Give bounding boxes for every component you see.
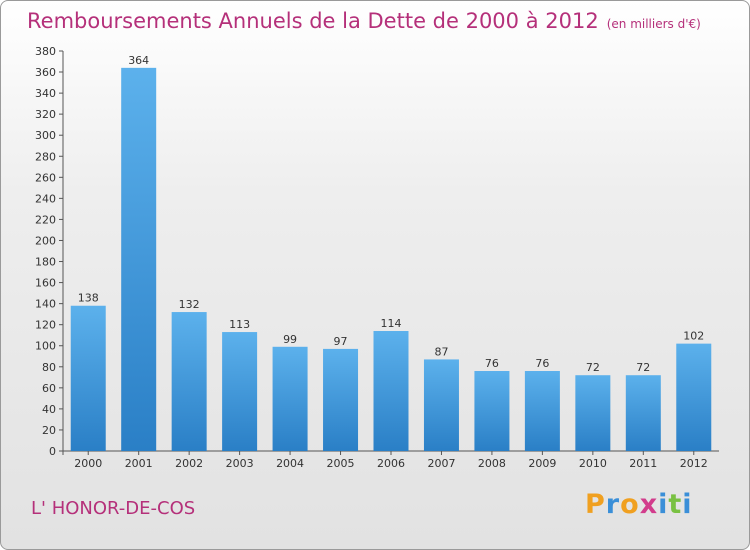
bar [70, 305, 106, 451]
x-tick-label: 2012 [680, 457, 708, 470]
x-tick-label: 2007 [427, 457, 455, 470]
y-tick-label: 160 [35, 277, 56, 290]
x-tick-label: 2009 [528, 457, 556, 470]
town-name: L' HONOR-DE-COS [31, 498, 196, 519]
x-tick-label: 2011 [629, 457, 657, 470]
y-tick-label: 140 [35, 298, 56, 311]
x-tick-label: 2010 [579, 457, 607, 470]
logo-letter: t [668, 489, 683, 520]
y-tick-label: 0 [49, 445, 56, 458]
y-tick-label: 120 [35, 319, 56, 332]
y-tick-label: 380 [35, 45, 56, 58]
logo-letter: x [639, 489, 659, 520]
data-label: 364 [128, 54, 149, 67]
x-tick-label: 2001 [125, 457, 153, 470]
logo-letter: P [585, 489, 606, 520]
x-tick-label: 2005 [327, 457, 355, 470]
logo-letter: i [682, 489, 693, 520]
bar [676, 343, 712, 451]
x-tick-label: 2006 [377, 457, 405, 470]
y-tick-label: 20 [42, 424, 56, 437]
bar [171, 312, 207, 451]
bar [323, 348, 359, 451]
title-text: Remboursements Annuels de la Dette de 20… [27, 9, 599, 33]
data-label: 99 [283, 333, 297, 346]
y-tick-label: 320 [35, 108, 56, 121]
data-label: 102 [683, 330, 704, 343]
x-tick-label: 2003 [226, 457, 254, 470]
proxiti-logo: Proxiti [585, 489, 693, 520]
logo-letter: o [620, 489, 640, 520]
data-label: 132 [179, 298, 200, 311]
x-tick-label: 2000 [74, 457, 102, 470]
x-tick-label: 2002 [175, 457, 203, 470]
y-tick-label: 40 [42, 403, 56, 416]
data-label: 72 [636, 361, 650, 374]
y-tick-label: 360 [35, 66, 56, 79]
y-tick-label: 260 [35, 171, 56, 184]
data-label: 87 [434, 345, 448, 358]
y-tick-label: 100 [35, 340, 56, 353]
bar [121, 67, 157, 451]
logo-letter: i [658, 489, 669, 520]
bar [423, 359, 459, 451]
bar [373, 331, 409, 451]
y-tick-label: 60 [42, 382, 56, 395]
bar [272, 346, 308, 451]
y-tick-label: 340 [35, 87, 56, 100]
y-tick-label: 200 [35, 234, 56, 247]
data-label: 138 [78, 292, 99, 305]
bar [474, 371, 510, 451]
y-tick-label: 180 [35, 256, 56, 269]
data-label: 113 [229, 318, 250, 331]
data-label: 97 [334, 335, 348, 348]
bar [222, 332, 258, 451]
bar [524, 371, 560, 451]
bar [625, 375, 661, 451]
data-label: 72 [586, 361, 600, 374]
y-tick-label: 80 [42, 361, 56, 374]
subtitle-text: (en milliers d'€) [606, 17, 701, 31]
y-tick-label: 240 [35, 192, 56, 205]
y-tick-label: 280 [35, 150, 56, 163]
data-label: 114 [381, 317, 402, 330]
logo-letter: r [605, 489, 621, 520]
data-label: 76 [535, 357, 549, 370]
y-tick-label: 220 [35, 213, 56, 226]
data-label: 76 [485, 357, 499, 370]
x-tick-label: 2008 [478, 457, 506, 470]
bar [575, 375, 611, 451]
y-tick-label: 300 [35, 129, 56, 142]
chart-title: Remboursements Annuels de la Dette de 20… [27, 9, 701, 33]
x-tick-label: 2004 [276, 457, 304, 470]
